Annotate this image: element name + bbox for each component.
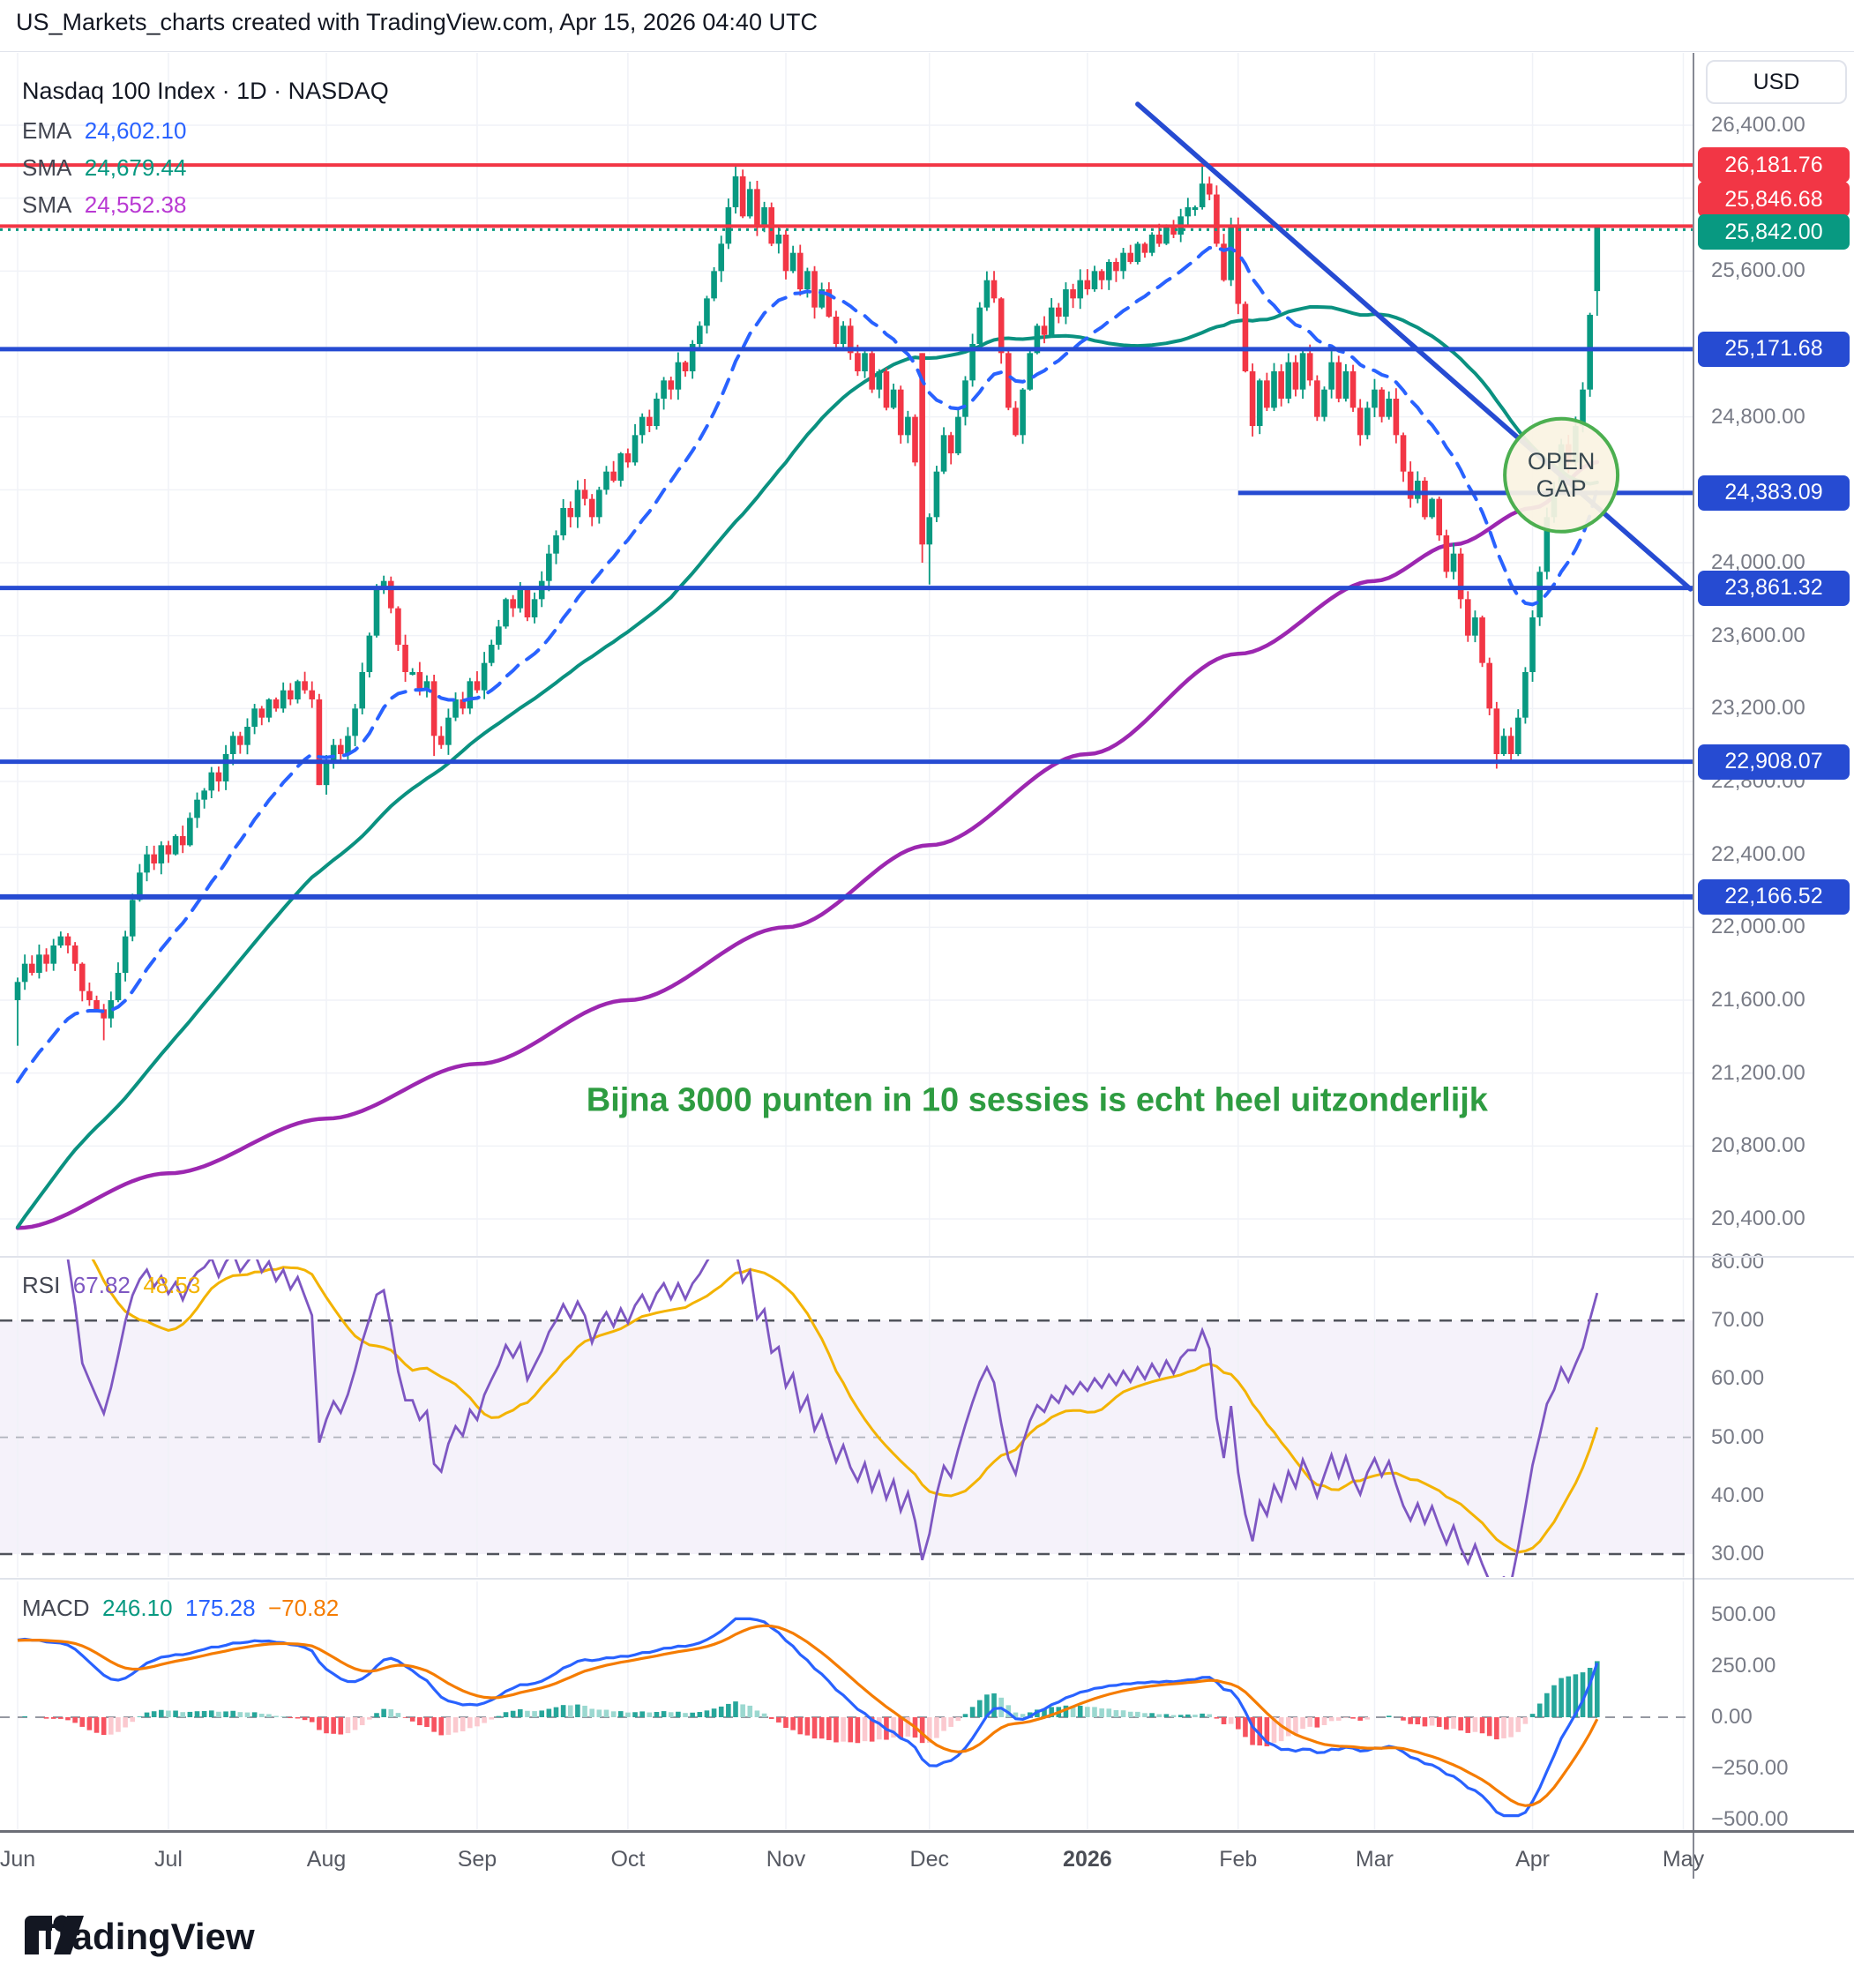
tradingview-mark-icon (25, 1915, 84, 1954)
price-level-badge: 22,908.07 (1698, 744, 1850, 780)
scale-tick: 250.00 (1711, 1653, 1776, 1678)
sma-50-line (16, 305, 1599, 1229)
sma-200-line (15, 460, 1600, 1230)
rsi-macd-separator[interactable] (0, 1578, 1854, 1580)
open-gap-line2: GAP (1536, 475, 1587, 502)
rsi-value: 67.82 (72, 1272, 131, 1298)
scale-tick: 22,400.00 (1711, 841, 1805, 866)
macd-signal-line (17, 1624, 1599, 1807)
macd-label: MACD (22, 1595, 90, 1621)
rsi-ma-line (91, 1259, 1599, 1554)
scale-tick: 60.00 (1711, 1366, 1765, 1391)
scale-tick: 500.00 (1711, 1602, 1776, 1626)
currency-button[interactable]: USD (1706, 60, 1847, 104)
snapshot-title: US_Markets_charts created with TradingVi… (16, 9, 818, 35)
scale-tick: 40.00 (1711, 1483, 1765, 1507)
price-pane[interactable] (0, 53, 1854, 1256)
scale-tick: 30.00 (1711, 1542, 1765, 1566)
sma-purple-value: 24,552.38 (84, 191, 187, 218)
time-axis-label: Mar (1355, 1847, 1394, 1872)
sma2-label: SMA (22, 191, 72, 218)
time-axis-label: Jun (0, 1847, 36, 1872)
time-axis-label: Dec (909, 1847, 949, 1872)
scale-tick: 23,200.00 (1711, 696, 1805, 721)
price-rsi-separator[interactable] (0, 1256, 1854, 1258)
scale-tick: 21,600.00 (1711, 988, 1805, 1012)
scale-tick: 23,600.00 (1711, 623, 1805, 647)
scale-tick: 20,400.00 (1711, 1207, 1805, 1230)
ema-value: 24,602.10 (84, 117, 187, 144)
scale-tick: 20,800.00 (1711, 1133, 1805, 1158)
macd-pane[interactable] (0, 1581, 1854, 1830)
price-level-badge: 22,166.52 (1698, 878, 1850, 915)
price-level-badge: 24,383.09 (1698, 475, 1850, 511)
price-level-badge: 25,846.68 (1698, 182, 1850, 217)
ema-label: EMA (22, 117, 72, 144)
scale-tick: 26,400.00 (1711, 113, 1805, 137)
rsi-label: RSI (22, 1272, 61, 1298)
scale-tick: −500.00 (1711, 1807, 1789, 1832)
rsi-pane[interactable] (0, 1259, 1854, 1577)
sma-teal-value: 24,679.44 (84, 154, 187, 181)
time-axis-label: Apr (1515, 1847, 1550, 1872)
scale-tick: −250.00 (1711, 1756, 1789, 1781)
scale-tick: 50.00 (1711, 1424, 1765, 1449)
scale-tick: 24,000.00 (1711, 550, 1805, 574)
ema-legend: EMA 24,602.10 (22, 117, 186, 145)
time-axis-label: Aug (306, 1847, 347, 1872)
price-level-badge: 23,861.32 (1698, 570, 1850, 606)
tradingview-logo[interactable]: TradingView (23, 1915, 255, 1958)
time-axis-label: Oct (610, 1847, 646, 1872)
macd-legend: MACD 246.10 175.28 −70.82 (22, 1595, 339, 1622)
sma-teal-legend: SMA 24,679.44 (22, 154, 186, 182)
sma-purple-legend: SMA 24,552.38 (22, 191, 186, 219)
time-axis-label: Feb (1219, 1847, 1258, 1872)
open-gap-label[interactable]: OPEN GAP (1528, 448, 1596, 503)
downtrend-line[interactable] (1135, 101, 1693, 592)
scale-tick: 80.00 (1711, 1250, 1765, 1274)
scale-tick: 22,000.00 (1711, 915, 1805, 939)
time-axis-label: 2026 (1063, 1847, 1112, 1872)
rsi-legend: RSI 67.82 48.53 (22, 1272, 200, 1299)
scale-tick: 0.00 (1711, 1705, 1753, 1729)
scale-separator (1693, 53, 1694, 1879)
macd-hist-value: 246.10 (102, 1595, 173, 1621)
scale-tick: 25,600.00 (1711, 258, 1805, 283)
price-level-badge: 25,842.00 (1698, 214, 1850, 250)
rsi-ma-value: 48.53 (143, 1272, 201, 1298)
time-axis-label: Jul (153, 1847, 183, 1872)
time-axis-label: May (1662, 1847, 1705, 1872)
macd-value: 175.28 (185, 1595, 256, 1621)
axis-separator (0, 1830, 1854, 1833)
sma-label: SMA (22, 154, 72, 181)
price-level-badge: 26,181.76 (1698, 147, 1850, 183)
open-gap-circle[interactable] (1503, 416, 1620, 534)
chart-annotation: Bijna 3000 punten in 10 sessies is echt … (586, 1081, 1488, 1119)
scale-tick: 21,200.00 (1711, 1060, 1805, 1085)
time-axis-label: Nov (766, 1847, 806, 1872)
open-gap-line1: OPEN (1527, 447, 1596, 475)
scale-tick: 24,800.00 (1711, 404, 1805, 429)
time-axis-label: Sep (457, 1847, 497, 1872)
rsi-line (66, 1259, 1599, 1577)
header-divider (0, 51, 1854, 52)
macd-signal-value: −70.82 (267, 1595, 340, 1621)
scale-tick: 70.00 (1711, 1308, 1765, 1333)
symbol-legend[interactable]: Nasdaq 100 Index · 1D · NASDAQ (22, 78, 389, 104)
price-level-badge: 25,171.68 (1698, 331, 1850, 367)
ema-line (16, 245, 1599, 1084)
